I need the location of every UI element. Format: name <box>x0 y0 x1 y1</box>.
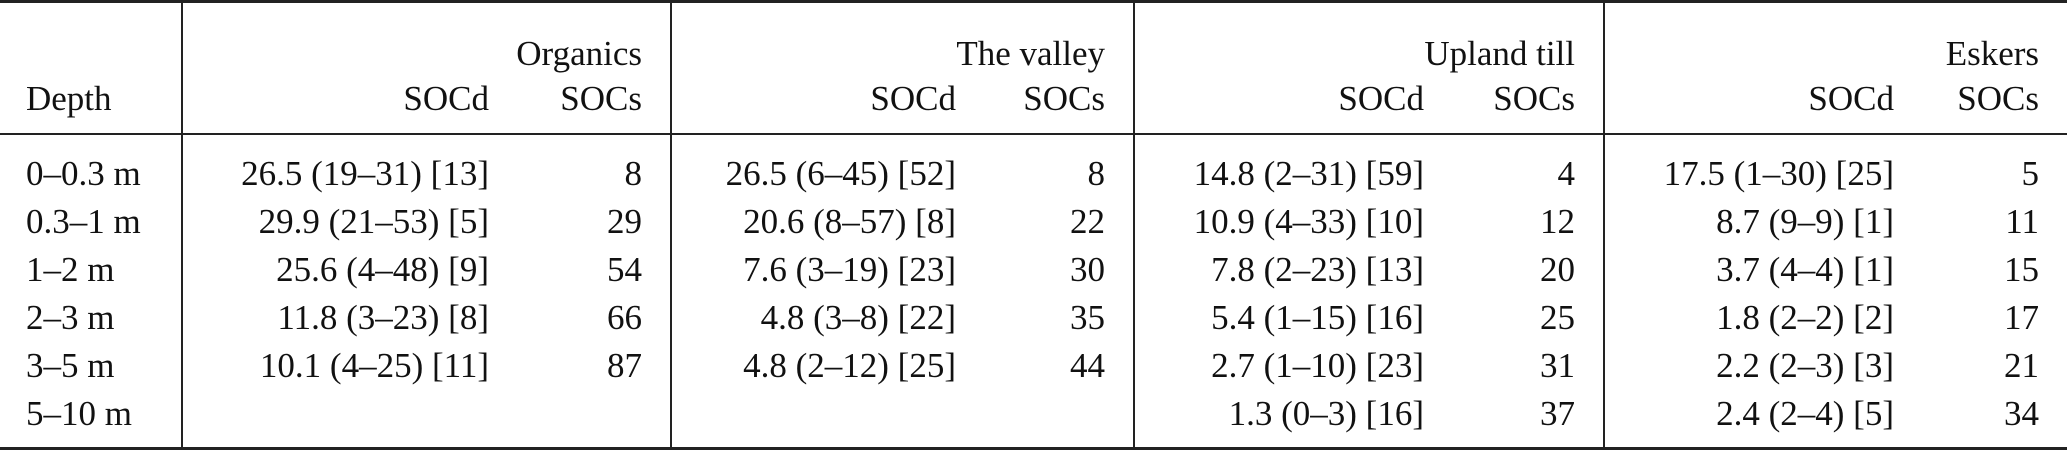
socs-cell: 31 <box>1540 345 1575 385</box>
socd-cell: 1.8 (2–2) [2] <box>1603 293 1922 341</box>
socd-cell: 14.8 (2–31) [59] <box>1133 134 1452 197</box>
socd-cell: 2.4 (2–4) [5] <box>1603 389 1922 450</box>
socs-cell: 22 <box>1070 201 1105 241</box>
socs-cell: 4 <box>1557 153 1576 193</box>
socd-cell: 8.7 (9–9) [1] <box>1603 197 1922 245</box>
socs-cell: 11 <box>2005 201 2039 241</box>
socs-cell: 21 <box>2004 345 2039 385</box>
socd-cell: 2.7 (1–10) [23] <box>1133 341 1452 389</box>
table-row: 2–3 m 11.8 (3–23) [8] 66 4.8 (3–8) [22] … <box>0 293 2067 341</box>
depth-cell: 0–0.3 m <box>26 153 141 193</box>
socs-cell: 5 <box>2021 153 2040 193</box>
socs-cell: 17 <box>2004 297 2039 337</box>
col-header-socs: SOCs <box>1922 71 2067 135</box>
col-header-socd: SOCd <box>1603 71 1922 135</box>
table-row: 1–2 m 25.6 (4–48) [9] 54 7.6 (3–19) [23]… <box>0 245 2067 293</box>
socd-cell <box>670 389 984 450</box>
socd-cell: 29.9 (21–53) [5] <box>181 197 517 245</box>
socs-cell: 37 <box>1452 389 1604 450</box>
depth-header: Depth <box>0 71 182 135</box>
depth-cell: 1–2 m <box>26 249 115 289</box>
socs-cell: 30 <box>1070 249 1105 289</box>
socd-cell: 4.8 (2–12) [25] <box>670 341 984 389</box>
depth-cell: 2–3 m <box>26 297 115 337</box>
socd-cell: 1.3 (0–3) [16] <box>1133 389 1452 450</box>
socs-cell: 34 <box>1922 389 2067 450</box>
table-row: 0–0.3 m 26.5 (19–31) [13] 8 26.5 (6–45) … <box>0 134 2067 197</box>
col-header-socd: SOCd <box>670 71 984 135</box>
socs-cell: 44 <box>1070 345 1105 385</box>
socd-cell: 7.6 (3–19) [23] <box>670 245 984 293</box>
socd-cell: 10.9 (4–33) [10] <box>1133 197 1452 245</box>
socd-cell: 26.5 (19–31) [13] <box>181 134 517 197</box>
group-header-upland-till: Upland till <box>1133 0 1604 71</box>
col-header-socs: SOCs <box>984 71 1134 135</box>
depth-cell: 3–5 m <box>26 345 115 385</box>
socs-cell: 54 <box>607 249 642 289</box>
socd-cell: 25.6 (4–48) [9] <box>181 245 517 293</box>
table-row: 5–10 m 1.3 (0–3) [16] 37 2.4 (2–4) [5] 3… <box>0 389 2067 450</box>
group-header-row: Organics The valley Upland till Eskers <box>0 0 2067 71</box>
socd-cell: 4.8 (3–8) [22] <box>670 293 984 341</box>
socs-cell: 15 <box>2004 249 2039 289</box>
socs-cell: 29 <box>607 201 642 241</box>
socd-cell: 17.5 (1–30) [25] <box>1603 134 1922 197</box>
table-row: 0.3–1 m 29.9 (21–53) [5] 29 20.6 (8–57) … <box>0 197 2067 245</box>
depth-header-spacer <box>0 0 182 71</box>
group-header-valley: The valley <box>670 0 1134 71</box>
socs-cell: 8 <box>624 153 643 193</box>
socd-cell: 26.5 (6–45) [52] <box>670 134 984 197</box>
socs-cell: 12 <box>1540 201 1575 241</box>
col-header-socs: SOCs <box>517 71 671 135</box>
socs-cell: 8 <box>1087 153 1106 193</box>
socs-cell <box>517 389 671 450</box>
socs-cell: 35 <box>1070 297 1105 337</box>
socs-cell: 25 <box>1540 297 1575 337</box>
socs-cell <box>984 389 1134 450</box>
column-header-row: Depth SOCd SOCs SOCd SOCs SOCd SOCs SOCd… <box>0 71 2067 135</box>
col-header-socs: SOCs <box>1452 71 1604 135</box>
depth-cell: 0.3–1 m <box>26 201 141 241</box>
group-header-eskers: Eskers <box>1603 0 2067 71</box>
col-header-socd: SOCd <box>1133 71 1452 135</box>
socd-cell: 2.2 (2–3) [3] <box>1603 341 1922 389</box>
socd-cell: 10.1 (4–25) [11] <box>181 341 517 389</box>
socd-cell: 3.7 (4–4) [1] <box>1603 245 1922 293</box>
socs-cell: 66 <box>607 297 642 337</box>
socd-cell: 11.8 (3–23) [8] <box>181 293 517 341</box>
table-row: 3–5 m 10.1 (4–25) [11] 87 4.8 (2–12) [25… <box>0 341 2067 389</box>
depth-cell: 5–10 m <box>0 389 182 450</box>
socs-cell: 20 <box>1540 249 1575 289</box>
socd-cell: 5.4 (1–15) [16] <box>1133 293 1452 341</box>
socd-cell <box>181 389 517 450</box>
group-header-organics: Organics <box>181 0 671 71</box>
socd-cell: 20.6 (8–57) [8] <box>670 197 984 245</box>
socs-cell: 87 <box>607 345 642 385</box>
col-header-socd: SOCd <box>181 71 517 135</box>
socd-cell: 7.8 (2–23) [13] <box>1133 245 1452 293</box>
